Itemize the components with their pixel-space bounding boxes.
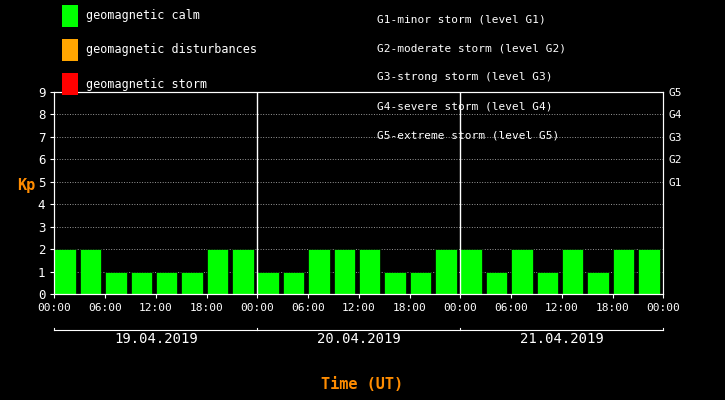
Bar — [587, 272, 609, 294]
Bar — [105, 272, 127, 294]
Bar — [562, 249, 584, 294]
Bar — [308, 249, 330, 294]
Bar — [511, 249, 533, 294]
Text: 21.04.2019: 21.04.2019 — [520, 332, 604, 346]
Text: Time (UT): Time (UT) — [321, 377, 404, 392]
Text: 19.04.2019: 19.04.2019 — [114, 332, 198, 346]
Bar — [80, 249, 102, 294]
Bar — [232, 249, 254, 294]
Bar — [460, 249, 482, 294]
Bar — [334, 249, 355, 294]
Bar — [486, 272, 508, 294]
Bar — [613, 249, 634, 294]
Bar — [283, 272, 304, 294]
Bar — [638, 249, 660, 294]
Text: geomagnetic calm: geomagnetic calm — [86, 10, 200, 22]
Text: G2-moderate storm (level G2): G2-moderate storm (level G2) — [377, 43, 566, 53]
Bar — [384, 272, 406, 294]
Y-axis label: Kp: Kp — [17, 178, 36, 193]
Text: 20.04.2019: 20.04.2019 — [317, 332, 401, 346]
Text: G4-severe storm (level G4): G4-severe storm (level G4) — [377, 102, 552, 112]
Bar — [130, 272, 152, 294]
Text: G1-minor storm (level G1): G1-minor storm (level G1) — [377, 14, 546, 24]
Text: G5-extreme storm (level G5): G5-extreme storm (level G5) — [377, 131, 559, 141]
Bar — [156, 272, 178, 294]
Bar — [181, 272, 203, 294]
Text: geomagnetic storm: geomagnetic storm — [86, 78, 207, 90]
Bar — [359, 249, 381, 294]
Bar — [257, 272, 279, 294]
Bar — [54, 249, 76, 294]
Bar — [410, 272, 431, 294]
Text: geomagnetic disturbances: geomagnetic disturbances — [86, 44, 257, 56]
Bar — [435, 249, 457, 294]
Text: G3-strong storm (level G3): G3-strong storm (level G3) — [377, 72, 552, 82]
Bar — [207, 249, 228, 294]
Bar — [536, 272, 558, 294]
